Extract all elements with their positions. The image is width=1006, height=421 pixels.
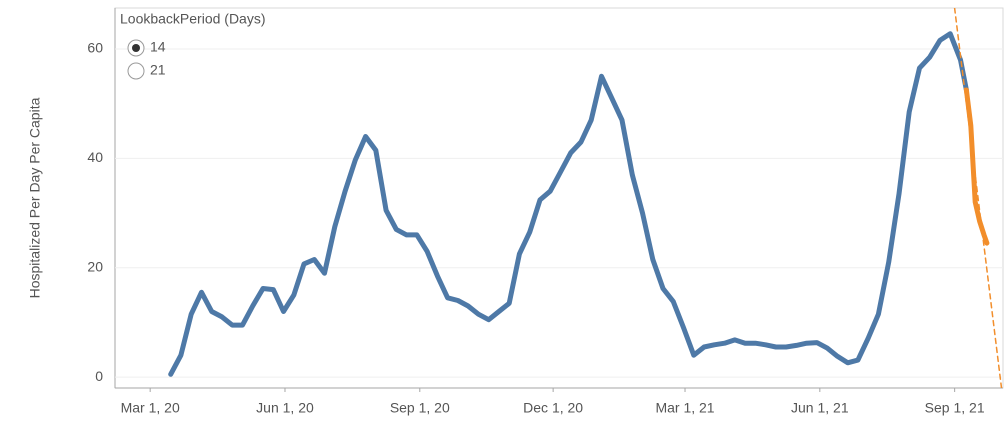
x-tick-label: Mar 1, 20 xyxy=(121,400,180,416)
radio-option[interactable]: 21 xyxy=(127,62,166,80)
parameter-title: LookbackPeriod (Days) xyxy=(120,11,266,27)
grid xyxy=(115,48,1003,378)
radio-option[interactable]: 14 xyxy=(127,39,166,57)
radio-dot xyxy=(132,44,140,52)
y-tick-label: 0 xyxy=(95,368,103,384)
series-line xyxy=(963,87,990,246)
lines xyxy=(168,8,1003,388)
trend-line xyxy=(953,8,1003,388)
y-axis-title: Hospitalized Per Day Per Capita xyxy=(27,97,43,298)
y-tick-label: 60 xyxy=(87,40,103,56)
radio-label: 14 xyxy=(150,39,166,55)
x-tick-label: Jun 1, 20 xyxy=(256,400,314,416)
x-tick-label: Mar 1, 21 xyxy=(655,400,714,416)
radio-button[interactable] xyxy=(127,62,145,80)
x-tick-label: Dec 1, 20 xyxy=(523,400,583,416)
x-tick-label: Jun 1, 21 xyxy=(791,400,849,416)
y-tick-label: 20 xyxy=(87,258,103,274)
y-tick-label: 40 xyxy=(87,149,103,165)
x-tick-label: Sep 1, 21 xyxy=(925,400,985,416)
radio-label: 21 xyxy=(150,62,166,78)
x-tick-label: Sep 1, 20 xyxy=(390,400,450,416)
series-line xyxy=(168,31,969,377)
